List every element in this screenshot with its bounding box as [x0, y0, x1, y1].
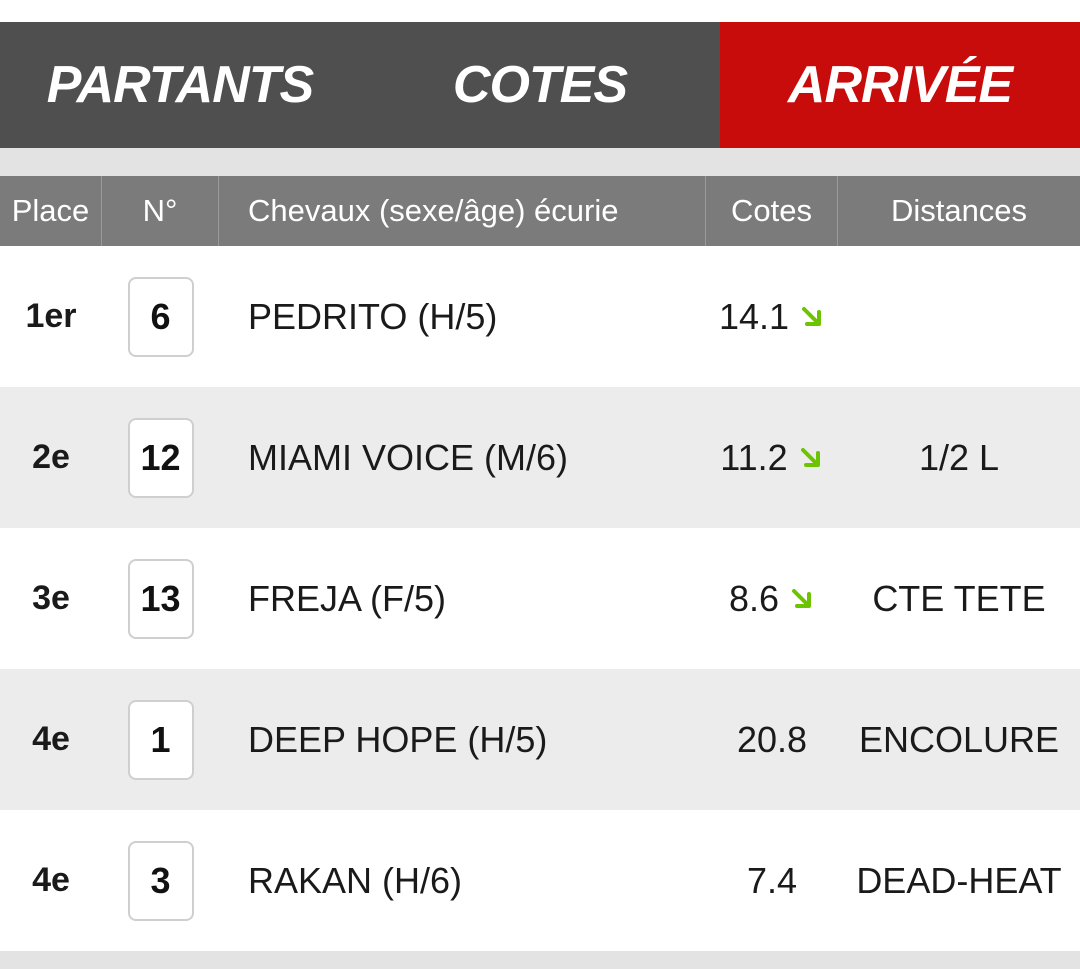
table-row[interactable]: 2e 12 MIAMI VOICE (M/6) 11.2 1/2 L	[0, 387, 1080, 528]
odds-value: 11.2	[720, 436, 788, 478]
horse-name[interactable]: PEDRITO (H/5)	[248, 295, 498, 337]
horse-number-badge: 6	[127, 276, 194, 357]
horse-name[interactable]: RAKAN (H/6)	[248, 859, 463, 901]
number-cell: 3	[102, 810, 219, 951]
header-place: Place	[0, 176, 102, 246]
tab-cotes[interactable]: COTES	[452, 56, 628, 114]
table-row[interactable]: 4e 3 RAKAN (H/6) 7.4 DEAD-HEAT	[0, 810, 1080, 951]
table-row[interactable]: 4e 1 DEEP HOPE (H/5) 20.8 ENCOLURE	[0, 669, 1080, 810]
down-right-arrow-icon	[802, 306, 822, 326]
header-horse: Chevaux (sexe/âge) écurie	[219, 176, 706, 246]
distance-cell: CTE TETE	[872, 577, 1046, 619]
odds-cell: 8.6	[706, 528, 838, 669]
number-cell: 13	[102, 528, 219, 669]
odds-cell: 7.4	[706, 810, 838, 951]
odds-value: 20.8	[736, 718, 808, 760]
header-number: N°	[102, 176, 219, 246]
odds-cell: 20.8	[706, 669, 838, 810]
distance-cell: ENCOLURE	[858, 718, 1060, 760]
down-right-arrow-icon	[800, 447, 820, 467]
odds-value: 14.1	[718, 295, 790, 337]
distance-cell: DEAD-HEAT	[856, 859, 1062, 901]
place-cell: 1er	[25, 297, 77, 335]
odds-cell: 11.2	[706, 387, 838, 528]
horse-number-badge: 13	[127, 558, 194, 639]
odds-value: 7.4	[746, 859, 798, 901]
place-cell: 3e	[32, 579, 70, 617]
number-cell: 12	[102, 387, 219, 528]
header-distances: Distances	[890, 193, 1028, 228]
odds-value: 8.6	[728, 577, 780, 619]
top-strip	[0, 0, 1080, 22]
place-cell: 2e	[32, 438, 70, 476]
horse-name[interactable]: FREJA (F/5)	[248, 577, 447, 619]
place-cell: 4e	[32, 720, 70, 758]
place-cell: 4e	[32, 861, 70, 899]
tab-partants[interactable]: PARTANTS	[46, 56, 314, 114]
tab-arrivee[interactable]: ARRIVÉE	[720, 22, 1080, 159]
horse-number-badge: 1	[127, 699, 194, 780]
table-row[interactable]: 1er 6 PEDRITO (H/5) 14.1	[0, 246, 1080, 387]
header-odds: Cotes	[706, 176, 838, 246]
results-table: 1er 6 PEDRITO (H/5) 14.1 2e 12 MIAMI VOI…	[0, 246, 1080, 951]
horse-number-badge: 3	[127, 840, 194, 921]
tab-bar: PARTANTS COTES ARRIVÉE	[0, 22, 1080, 159]
horse-number-badge: 12	[127, 417, 194, 498]
spacer	[0, 148, 1080, 176]
number-cell: 6	[102, 246, 219, 387]
horse-name[interactable]: MIAMI VOICE (M/6)	[248, 436, 569, 478]
distance-cell: 1/2 L	[918, 436, 1000, 478]
horse-name[interactable]: DEEP HOPE (H/5)	[248, 718, 548, 760]
distance-cell	[838, 246, 1080, 387]
table-header: Place N° Chevaux (sexe/âge) écurie Cotes…	[0, 176, 1080, 246]
table-row[interactable]: 3e 13 FREJA (F/5) 8.6 CTE TETE	[0, 528, 1080, 669]
down-right-arrow-icon	[792, 588, 812, 608]
odds-cell: 14.1	[706, 246, 838, 387]
number-cell: 1	[102, 669, 219, 810]
